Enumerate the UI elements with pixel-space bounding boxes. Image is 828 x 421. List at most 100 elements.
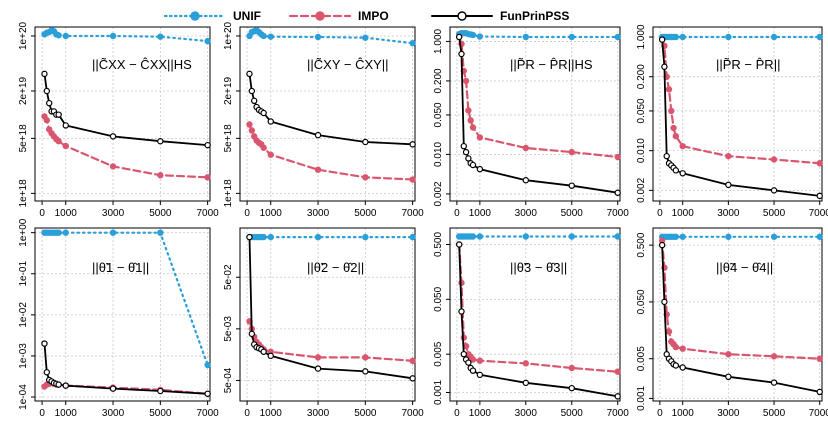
y-tick-label: 1e+18 <box>18 179 29 208</box>
panel-label: ||C̃XX − ĈXX||HS <box>92 57 192 72</box>
data-point <box>614 153 621 161</box>
data-point <box>614 33 621 41</box>
data-point <box>43 87 51 95</box>
series-funprinpss <box>658 241 823 396</box>
x-tick-label: 7000 <box>809 408 828 419</box>
series-impo <box>246 121 416 183</box>
series-unif <box>455 233 621 240</box>
data-point <box>460 142 467 150</box>
y-tick-label: 0.200 <box>636 64 647 89</box>
series-funprinpss <box>41 70 211 149</box>
panel-8: 0 1000 3000 5000 7000 0.001 0.005 0.050 0.500 ||θ… <box>636 227 828 419</box>
panel-label: ||θ̃2 − θ̂2|| <box>307 260 364 275</box>
panel-3: 0 1000 3000 5000 7000 0.002 0.010 0.050 0.200 1.0… <box>433 26 629 219</box>
data-point <box>614 368 621 375</box>
x-tick-label: 1000 <box>469 208 492 219</box>
y-tick-label: 5e-03 <box>223 316 234 342</box>
x-tick-label: 5000 <box>354 208 377 219</box>
data-point <box>62 32 69 40</box>
data-point <box>469 161 477 169</box>
x-tick-label: 7000 <box>402 208 425 219</box>
data-point <box>55 229 62 236</box>
data-point <box>658 241 666 249</box>
data-point <box>469 356 477 363</box>
series-impo <box>41 113 211 181</box>
data-point <box>109 385 117 392</box>
series-funprinpss <box>246 233 416 382</box>
y-tick-label: 5e-04 <box>223 367 234 393</box>
data-point <box>816 192 823 200</box>
y-tick-label: 1e-04 <box>18 384 29 410</box>
data-point <box>672 167 680 174</box>
data-point <box>204 390 211 397</box>
data-point <box>260 233 267 241</box>
data-point <box>476 357 484 364</box>
series-line-funprinpss <box>248 73 414 146</box>
y-tick-label: 0.010 <box>433 141 444 166</box>
data-point <box>568 233 575 240</box>
legend-marker <box>190 11 200 21</box>
data-point <box>455 241 463 248</box>
data-point <box>246 233 253 241</box>
series-funprinpss <box>41 340 211 397</box>
y-tick-label: 2e+19 <box>18 77 29 106</box>
data-point <box>522 177 530 184</box>
data-point <box>157 172 164 179</box>
y-tick-label: 1e-02 <box>18 302 29 328</box>
data-point <box>816 160 823 167</box>
data-point <box>614 393 621 400</box>
y-tick-label: 0.001 <box>433 380 444 405</box>
panel-label: ||C̃XY − ĈXY|| <box>307 57 389 72</box>
data-point <box>45 99 53 107</box>
panel-label: ||θ̃3 − θ̂3|| <box>510 260 567 275</box>
x-tick-label: 3000 <box>307 408 330 419</box>
data-point <box>522 379 530 387</box>
data-point <box>43 117 51 124</box>
x-tick-label: 3000 <box>717 208 740 219</box>
series-line-unif <box>43 231 209 367</box>
y-tick-label: 0.050 <box>433 102 444 127</box>
data-point <box>409 233 416 241</box>
x-tick-label: 3000 <box>515 408 538 419</box>
data-point <box>770 187 778 194</box>
x-tick-label: 3000 <box>102 208 125 219</box>
y-tick-label: 0.200 <box>433 68 444 93</box>
data-point <box>668 107 675 115</box>
data-point <box>62 382 69 389</box>
panel-6: 0 1000 3000 5000 7000 5e-04 5e-03 5e-02 ||θ̃2 − … <box>223 227 425 419</box>
data-point <box>665 86 673 93</box>
data-point <box>455 33 463 41</box>
x-tick-label: 5000 <box>354 408 377 419</box>
legend-item-funprinpss: FunPrinPSS <box>431 9 569 23</box>
legend-label: IMPO <box>358 9 389 23</box>
data-point <box>725 373 732 381</box>
data-point <box>204 361 211 369</box>
data-point <box>314 365 322 372</box>
x-tick-label: 1000 <box>672 208 695 219</box>
x-tick-label: 7000 <box>402 408 425 419</box>
data-point <box>55 32 62 39</box>
x-tick-label: 1000 <box>469 408 492 419</box>
x-tick-label: 5000 <box>149 208 172 219</box>
data-point <box>458 50 465 58</box>
data-point <box>55 111 62 118</box>
panel-5: 0 1000 3000 5000 7000 1e-04 1e-03 1e-02 1e-01 1e+… <box>18 218 219 419</box>
plot-frame <box>34 26 211 202</box>
y-tick-label: 0.500 <box>636 232 647 257</box>
data-point <box>248 127 256 134</box>
data-point <box>672 132 680 140</box>
data-point <box>679 364 686 371</box>
data-point <box>672 33 680 41</box>
data-point <box>248 87 256 95</box>
data-point <box>462 77 470 85</box>
x-tick-label: 1000 <box>260 408 283 419</box>
data-point <box>469 367 477 374</box>
x-tick-label: 0 <box>454 408 460 419</box>
y-tick-label: 1.000 <box>636 24 647 49</box>
plot-frame <box>652 26 823 202</box>
series-unif <box>246 233 416 241</box>
y-tick-label: 5e+18 <box>223 124 234 153</box>
data-point <box>614 189 621 196</box>
x-tick-label: 7000 <box>197 408 220 419</box>
data-point <box>816 33 823 41</box>
